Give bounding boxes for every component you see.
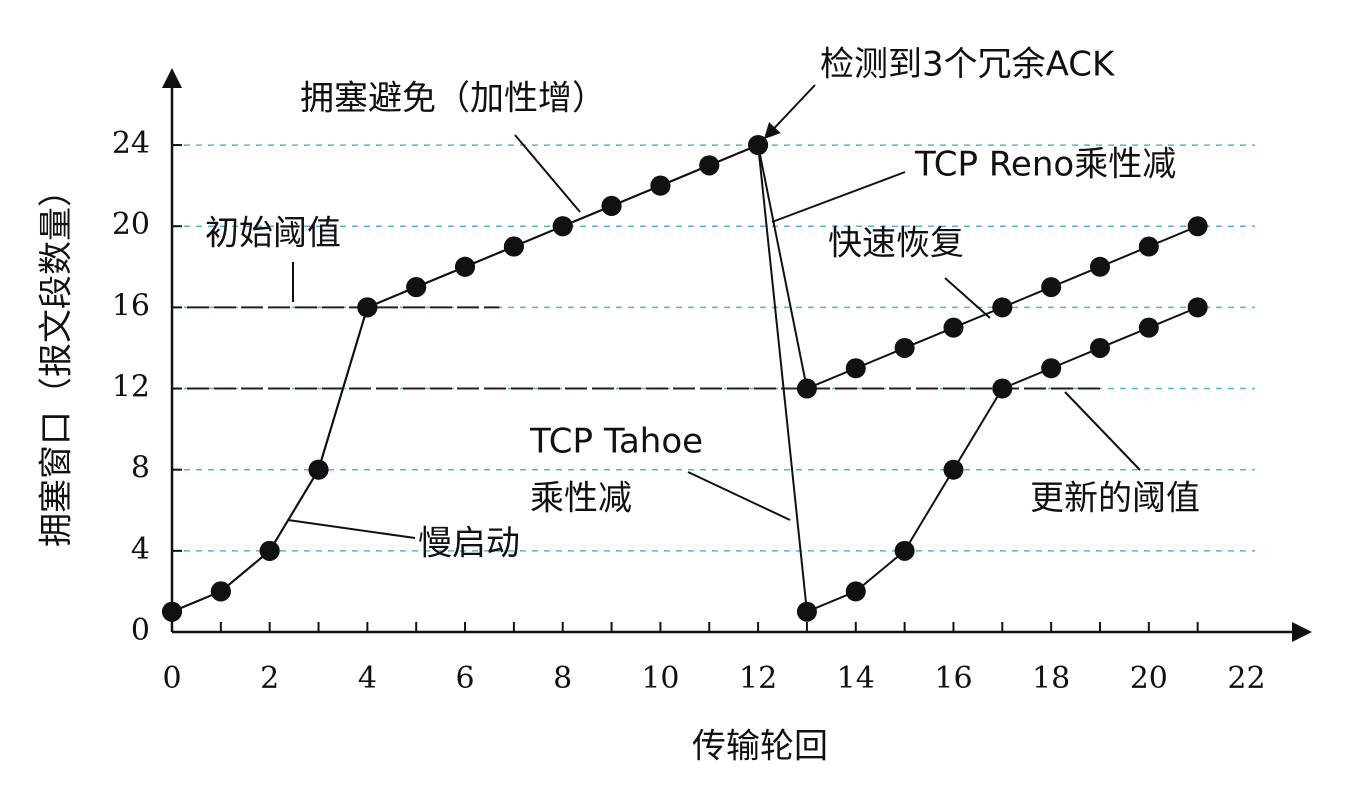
data-point <box>796 378 817 399</box>
y-axis-label: 拥塞窗口（报文段数量） <box>37 173 77 547</box>
data-point <box>1187 216 1208 237</box>
x-tick-label: 0 <box>162 661 181 696</box>
data-point <box>1041 358 1062 379</box>
data-point <box>1187 297 1208 318</box>
data-point <box>845 358 866 379</box>
x-tick-label: 16 <box>934 661 972 696</box>
annotation: 快速恢复 <box>828 224 964 264</box>
data-point <box>1041 277 1062 298</box>
data-point <box>308 459 329 480</box>
y-tick-label: 4 <box>131 532 150 567</box>
annotation: TCP Tahoe <box>529 422 703 462</box>
y-tick-label: 8 <box>131 451 150 486</box>
x-tick-label: 2 <box>260 661 279 696</box>
x-tick-label: 6 <box>456 661 475 696</box>
annotation-leader <box>1064 391 1141 471</box>
annotation-leader <box>944 277 991 319</box>
annotation: 初始阈值 <box>205 214 341 254</box>
data-point <box>992 297 1013 318</box>
data-point <box>259 540 280 561</box>
data-point <box>1089 337 1110 358</box>
y-tick-label: 12 <box>112 370 150 405</box>
annotation-leader <box>763 84 816 140</box>
y-tick-label: 20 <box>112 207 150 242</box>
y-tick-label: 16 <box>112 288 150 323</box>
annotation: 检测到3个冗余ACK <box>820 45 1116 85</box>
data-point <box>894 337 915 358</box>
data-point <box>845 581 866 602</box>
x-tick-label: 4 <box>358 661 377 696</box>
series-line <box>171 143 1199 614</box>
y-tick-label: 24 <box>112 126 150 161</box>
data-point <box>1089 256 1110 277</box>
data-point <box>992 378 1013 399</box>
data-point <box>1138 236 1159 257</box>
annotation-leader <box>687 471 791 521</box>
data-point <box>943 459 964 480</box>
x-tick-label: 14 <box>837 661 875 696</box>
data-point <box>162 601 182 622</box>
x-tick-label: 22 <box>1227 661 1265 696</box>
data-point <box>210 581 231 602</box>
data-point <box>748 135 769 156</box>
annotation: 拥塞避免（加性增） <box>300 79 606 119</box>
x-tick-label: 12 <box>739 661 777 696</box>
data-point <box>894 540 915 561</box>
data-point <box>455 256 476 277</box>
data-point <box>503 236 524 257</box>
annotation-leader <box>287 519 416 539</box>
data-point <box>650 175 671 196</box>
data-point <box>357 297 378 318</box>
annotation: 慢启动 <box>418 524 520 564</box>
x-tick-label: 8 <box>553 661 572 696</box>
x-tick-label: 18 <box>1032 661 1070 696</box>
data-point <box>943 317 964 338</box>
annotation: TCP Reno乘性减 <box>914 145 1176 185</box>
x-axis-label: 传输轮回 <box>692 727 828 767</box>
data-point <box>406 277 427 298</box>
y-tick-label: 0 <box>131 613 150 648</box>
data-point <box>699 155 720 176</box>
x-tick-label: 10 <box>641 661 679 696</box>
data-point <box>601 195 622 216</box>
x-tick-label: 20 <box>1130 661 1168 696</box>
annotation-leader <box>771 171 906 223</box>
annotation-leader <box>514 134 581 213</box>
data-point <box>796 601 817 622</box>
data-point <box>1138 317 1159 338</box>
annotation: 乘性减 <box>530 479 632 519</box>
data-point <box>552 216 573 237</box>
annotation: 更新的阈值 <box>1030 479 1200 519</box>
